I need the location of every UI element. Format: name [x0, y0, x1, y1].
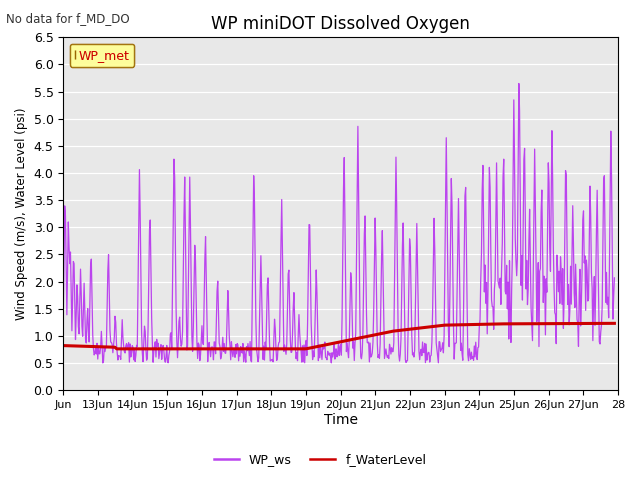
Y-axis label: Wind Speed (m/s), Water Level (psi): Wind Speed (m/s), Water Level (psi)	[15, 108, 28, 320]
Legend: WP_ws, f_WaterLevel: WP_ws, f_WaterLevel	[209, 448, 431, 471]
Text: No data for f_MD_DO: No data for f_MD_DO	[6, 12, 130, 25]
Title: WP miniDOT Dissolved Oxygen: WP miniDOT Dissolved Oxygen	[211, 15, 470, 33]
Legend: WP_met: WP_met	[70, 44, 134, 67]
X-axis label: Time: Time	[324, 413, 358, 427]
